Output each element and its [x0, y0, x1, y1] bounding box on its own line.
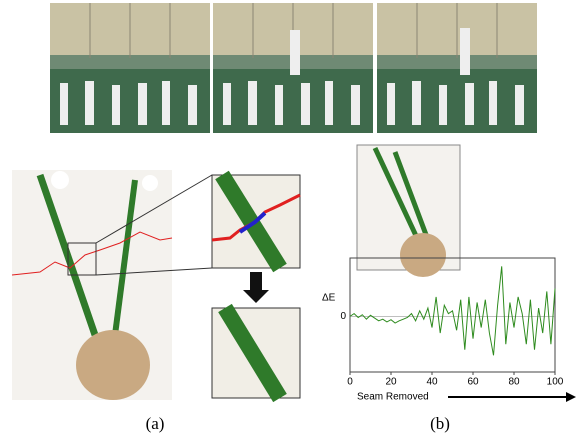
carved-image [356, 144, 461, 277]
flower-image [11, 170, 213, 400]
panel-label: (b) [430, 414, 450, 433]
x-tick-label: 60 [467, 377, 479, 388]
x-tick-label: 80 [508, 377, 520, 388]
flyer [290, 30, 300, 75]
x-axis-label: Seam Removed [357, 392, 429, 403]
x-tick-label: 40 [426, 377, 438, 388]
video-frames [49, 2, 538, 134]
x-tick-label: 100 [547, 377, 564, 388]
flyer [460, 28, 470, 75]
panel-label: (a) [146, 414, 165, 433]
y-axis-label: ΔE [322, 293, 336, 304]
frame-3 [376, 2, 538, 134]
y-tick-label: 0 [340, 311, 346, 322]
down-arrow [243, 272, 269, 303]
plot-frame [349, 257, 556, 373]
x-tick-label: 20 [385, 377, 397, 388]
plot: 0 20 40 60 80 100 0 ΔE Seam Removed [322, 257, 576, 403]
frame-1 [49, 2, 211, 134]
x-tick-label: 0 [347, 377, 353, 388]
data-line [349, 266, 556, 356]
zoom-after [211, 303, 301, 403]
x-arrow-head [566, 392, 576, 402]
zoom-before [211, 170, 301, 273]
